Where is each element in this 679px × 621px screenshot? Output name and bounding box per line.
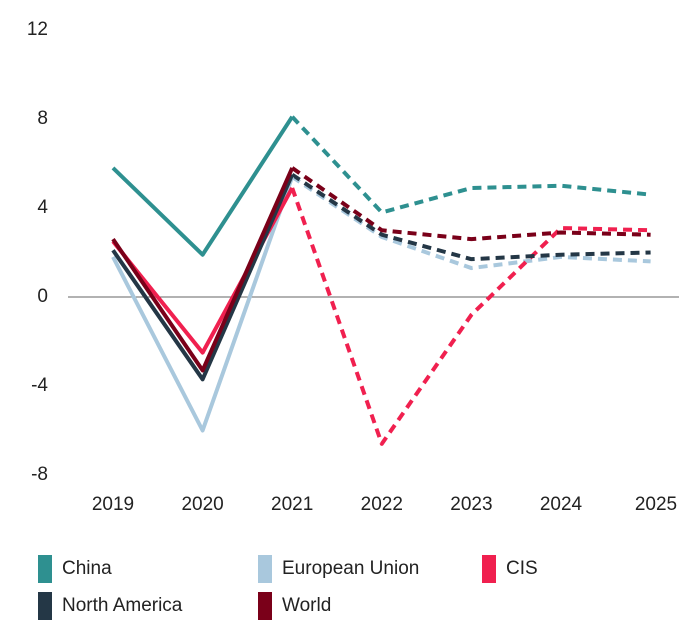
series-line: [111, 167, 295, 373]
forecast-line: [290, 187, 651, 446]
legend-swatch: [258, 592, 272, 620]
x-tick-label: 2025: [635, 494, 677, 515]
legend-swatch: [38, 592, 52, 620]
forecast-line: [291, 175, 651, 271]
forecast-line: [290, 115, 651, 215]
y-tick-label: 0: [37, 286, 48, 307]
x-tick-label: 2019: [92, 494, 134, 515]
y-tick-label: -8: [31, 464, 48, 485]
legend-swatch: [482, 555, 496, 583]
x-tick-label: 2021: [271, 494, 313, 515]
legend-swatch: [38, 555, 52, 583]
legend-label: World: [282, 595, 331, 616]
legend-label: European Union: [282, 558, 419, 579]
x-tick-label: 2024: [540, 494, 583, 515]
x-tick-label: 2023: [450, 494, 492, 515]
y-tick-label: 12: [27, 19, 48, 40]
series-line: [111, 173, 295, 382]
x-tick-label: 2020: [181, 494, 223, 515]
legend-swatch: [258, 555, 272, 583]
series-line: [111, 115, 294, 257]
series-line: [111, 187, 294, 355]
y-tick-label: 8: [37, 108, 48, 129]
y-tick-label: -4: [31, 375, 48, 396]
forecast-line: [291, 172, 651, 262]
forecast-line: [291, 166, 651, 242]
legend-label: North America: [62, 595, 183, 616]
legend-label: China: [62, 558, 112, 579]
series-line: [111, 176, 295, 433]
y-tick-label: 4: [37, 197, 48, 218]
legend-label: CIS: [506, 558, 538, 579]
x-tick-label: 2022: [361, 494, 403, 515]
